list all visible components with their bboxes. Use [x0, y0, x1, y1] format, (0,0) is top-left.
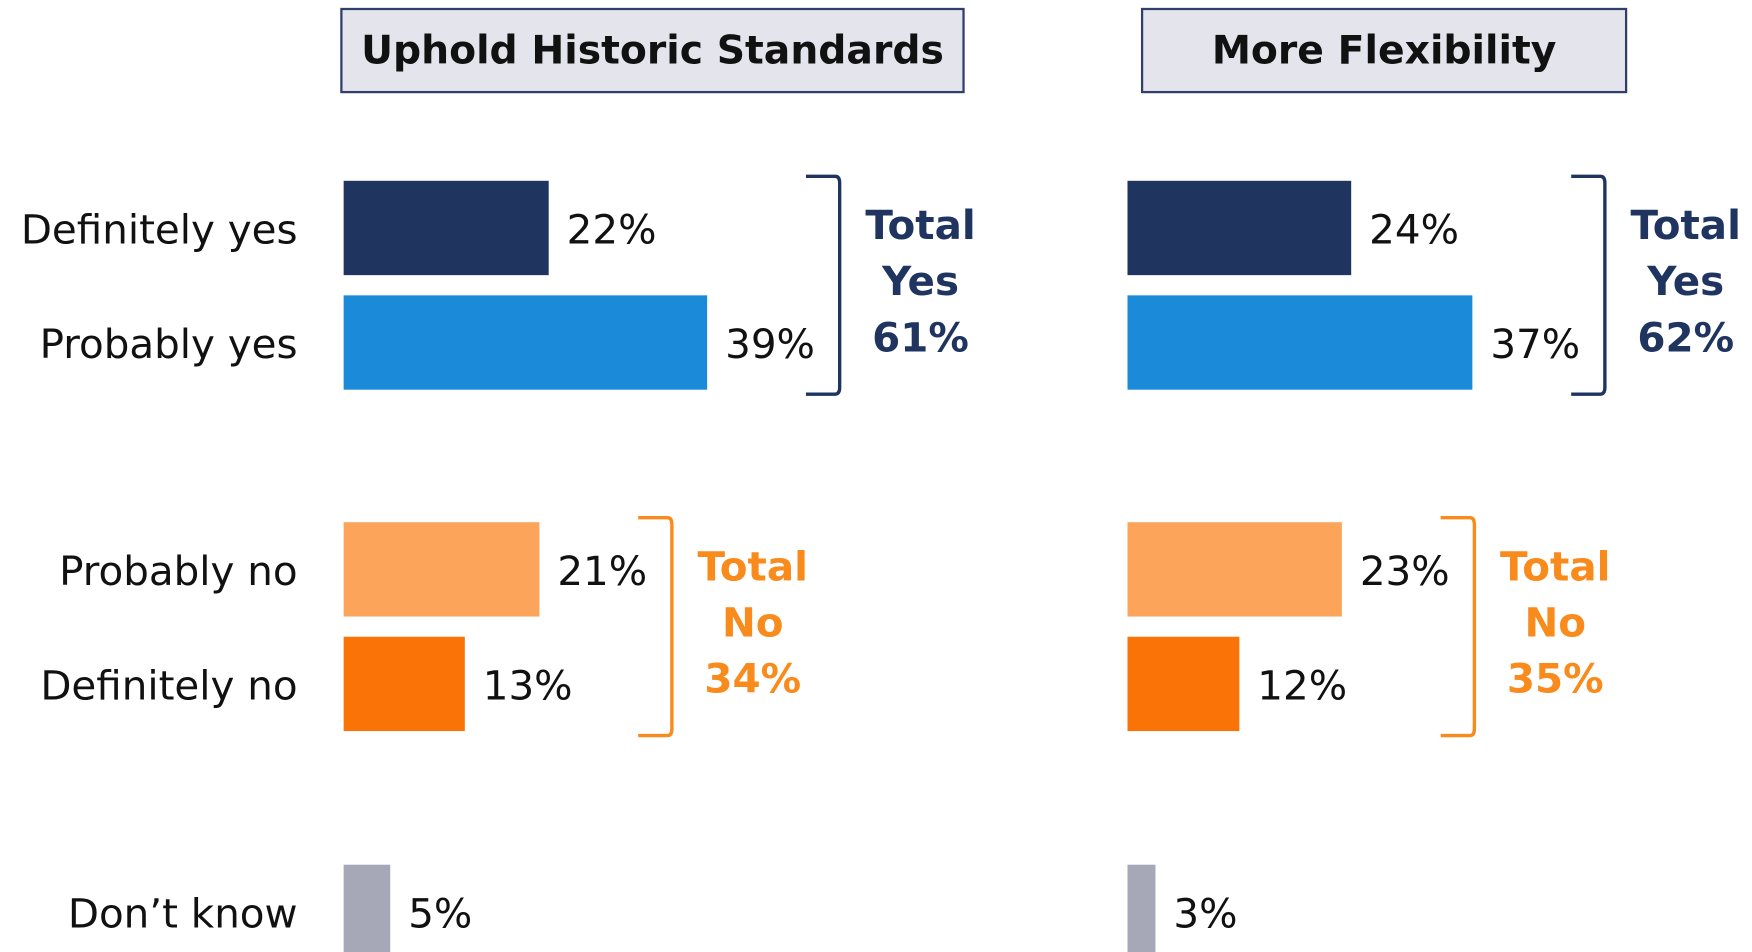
total-label: No	[1524, 599, 1586, 647]
bracket	[638, 516, 674, 738]
category-label: Don’t know	[68, 889, 298, 937]
title-box	[340, 7, 965, 94]
bar	[1127, 295, 1473, 390]
total-label: Total	[1500, 542, 1610, 590]
bar	[1127, 522, 1342, 617]
chart-title: More Flexibility	[1212, 28, 1557, 73]
bar	[1127, 864, 1156, 952]
category-label: Probably no	[59, 547, 297, 595]
total-label: No	[722, 599, 784, 647]
bar	[343, 636, 465, 732]
total-label: Total	[865, 201, 975, 249]
value-label: 22%	[567, 205, 657, 253]
value-label: 12%	[1257, 661, 1347, 709]
total-label: Total	[698, 542, 808, 590]
title-box	[1140, 7, 1628, 94]
total-value: 35%	[1507, 655, 1604, 703]
bar	[343, 864, 391, 952]
bracket	[1440, 516, 1477, 738]
category-label: Definitely yes	[21, 205, 298, 253]
value-label: 24%	[1369, 205, 1459, 253]
category-label: Probably yes	[40, 320, 298, 368]
value-label: 37%	[1490, 320, 1580, 368]
total-label: Yes	[881, 257, 959, 305]
bar	[1127, 180, 1352, 276]
value-label: 5%	[408, 889, 472, 937]
value-label: 3%	[1173, 889, 1237, 937]
bar	[1127, 636, 1240, 732]
bar	[343, 522, 540, 617]
total-value: 61%	[872, 313, 969, 361]
total-value: 34%	[704, 655, 801, 703]
chart-title: Uphold Historic Standards	[361, 28, 944, 73]
value-label: 23%	[1360, 547, 1450, 595]
bracket	[805, 174, 842, 396]
total-label: Total	[1631, 201, 1741, 249]
bracket	[1571, 174, 1607, 396]
bar	[343, 295, 708, 390]
total-label: Yes	[1646, 257, 1724, 305]
value-label: 39%	[725, 320, 815, 368]
total-value: 62%	[1637, 313, 1734, 361]
bar	[343, 180, 549, 276]
category-label: Definitely no	[40, 661, 297, 709]
value-label: 13%	[483, 661, 573, 709]
value-label: 21%	[557, 547, 647, 595]
chart-area: Uphold Historic Standards Definitely yes 2…	[21, 7, 1741, 952]
